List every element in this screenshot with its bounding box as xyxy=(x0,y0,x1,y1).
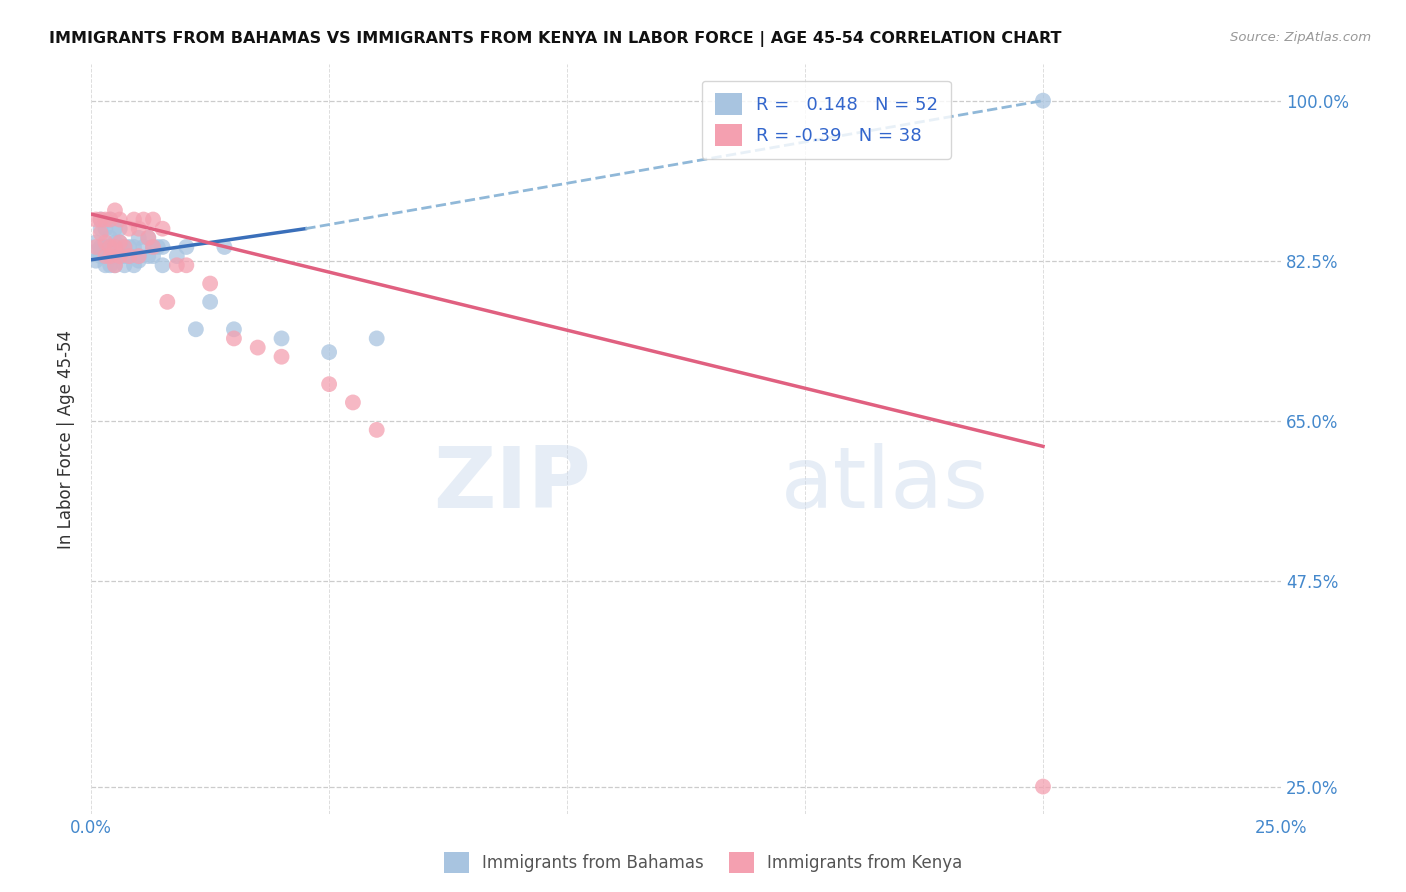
Point xyxy=(98,240,121,254)
Point xyxy=(108,221,131,235)
Point xyxy=(214,240,236,254)
Point xyxy=(90,240,112,254)
Point xyxy=(318,345,340,359)
Point xyxy=(136,231,159,245)
Point xyxy=(90,244,112,259)
Point xyxy=(94,212,117,227)
Point xyxy=(84,235,107,250)
Point xyxy=(128,249,150,263)
Point xyxy=(136,249,159,263)
Point xyxy=(90,212,112,227)
Point xyxy=(132,240,155,254)
Point xyxy=(176,258,198,272)
Point xyxy=(122,240,145,254)
Point xyxy=(128,231,150,245)
Point xyxy=(98,212,121,227)
Text: atlas: atlas xyxy=(782,442,990,525)
Point xyxy=(114,240,136,254)
Point xyxy=(108,212,131,227)
Point xyxy=(122,258,145,272)
Point xyxy=(156,294,179,309)
Point xyxy=(318,377,340,392)
Text: IMMIGRANTS FROM BAHAMAS VS IMMIGRANTS FROM KENYA IN LABOR FORCE | AGE 45-54 CORR: IMMIGRANTS FROM BAHAMAS VS IMMIGRANTS FR… xyxy=(49,31,1062,47)
Point xyxy=(136,231,159,245)
Point xyxy=(142,240,165,254)
Point xyxy=(98,249,121,263)
Point xyxy=(94,249,117,263)
Point xyxy=(142,240,165,254)
Point xyxy=(128,221,150,235)
Point xyxy=(118,249,141,263)
Legend: R =   0.148   N = 52, R = -0.39   N = 38: R = 0.148 N = 52, R = -0.39 N = 38 xyxy=(702,80,950,159)
Point xyxy=(1032,94,1054,108)
Point xyxy=(84,253,107,268)
Point xyxy=(104,258,127,272)
Point xyxy=(104,249,127,263)
Point xyxy=(104,221,127,235)
Point xyxy=(84,244,107,259)
Point xyxy=(222,331,245,345)
Point xyxy=(94,221,117,235)
Point xyxy=(104,203,127,218)
Point xyxy=(142,212,165,227)
Point xyxy=(108,249,131,263)
Point xyxy=(98,258,121,272)
Point xyxy=(114,249,136,263)
Point xyxy=(146,240,169,254)
Point xyxy=(128,249,150,263)
Point xyxy=(342,395,364,409)
Point xyxy=(94,258,117,272)
Point xyxy=(90,212,112,227)
Point xyxy=(152,221,174,235)
Point xyxy=(90,226,112,240)
Point xyxy=(1032,780,1054,794)
Point xyxy=(152,240,174,254)
Point xyxy=(114,258,136,272)
Point xyxy=(94,249,117,263)
Point xyxy=(198,277,221,291)
Point xyxy=(270,350,292,364)
Legend: Immigrants from Bahamas, Immigrants from Kenya: Immigrants from Bahamas, Immigrants from… xyxy=(437,846,969,880)
Point xyxy=(246,341,269,355)
Text: ZIP: ZIP xyxy=(433,442,591,525)
Point xyxy=(98,231,121,245)
Point xyxy=(152,258,174,272)
Point xyxy=(122,212,145,227)
Point xyxy=(270,331,292,345)
Point xyxy=(166,249,188,263)
Point xyxy=(366,331,388,345)
Point xyxy=(142,249,165,263)
Point xyxy=(198,294,221,309)
Point xyxy=(184,322,207,336)
Point xyxy=(118,240,141,254)
Point xyxy=(108,235,131,250)
Point xyxy=(90,221,112,235)
Point xyxy=(366,423,388,437)
Point xyxy=(94,240,117,254)
Point xyxy=(90,249,112,263)
Point xyxy=(104,240,127,254)
Point xyxy=(84,212,107,227)
Point xyxy=(108,235,131,250)
Point xyxy=(176,240,198,254)
Point xyxy=(98,212,121,227)
Point xyxy=(222,322,245,336)
Point xyxy=(84,240,107,254)
Point xyxy=(128,253,150,268)
Point xyxy=(132,212,155,227)
Point xyxy=(94,235,117,250)
Text: Source: ZipAtlas.com: Source: ZipAtlas.com xyxy=(1230,31,1371,45)
Point xyxy=(98,240,121,254)
Y-axis label: In Labor Force | Age 45-54: In Labor Force | Age 45-54 xyxy=(58,329,75,549)
Point xyxy=(166,258,188,272)
Point xyxy=(108,249,131,263)
Point xyxy=(114,240,136,254)
Point xyxy=(104,258,127,272)
Point xyxy=(98,249,121,263)
Point xyxy=(118,249,141,263)
Point xyxy=(104,235,127,250)
Point xyxy=(118,221,141,235)
